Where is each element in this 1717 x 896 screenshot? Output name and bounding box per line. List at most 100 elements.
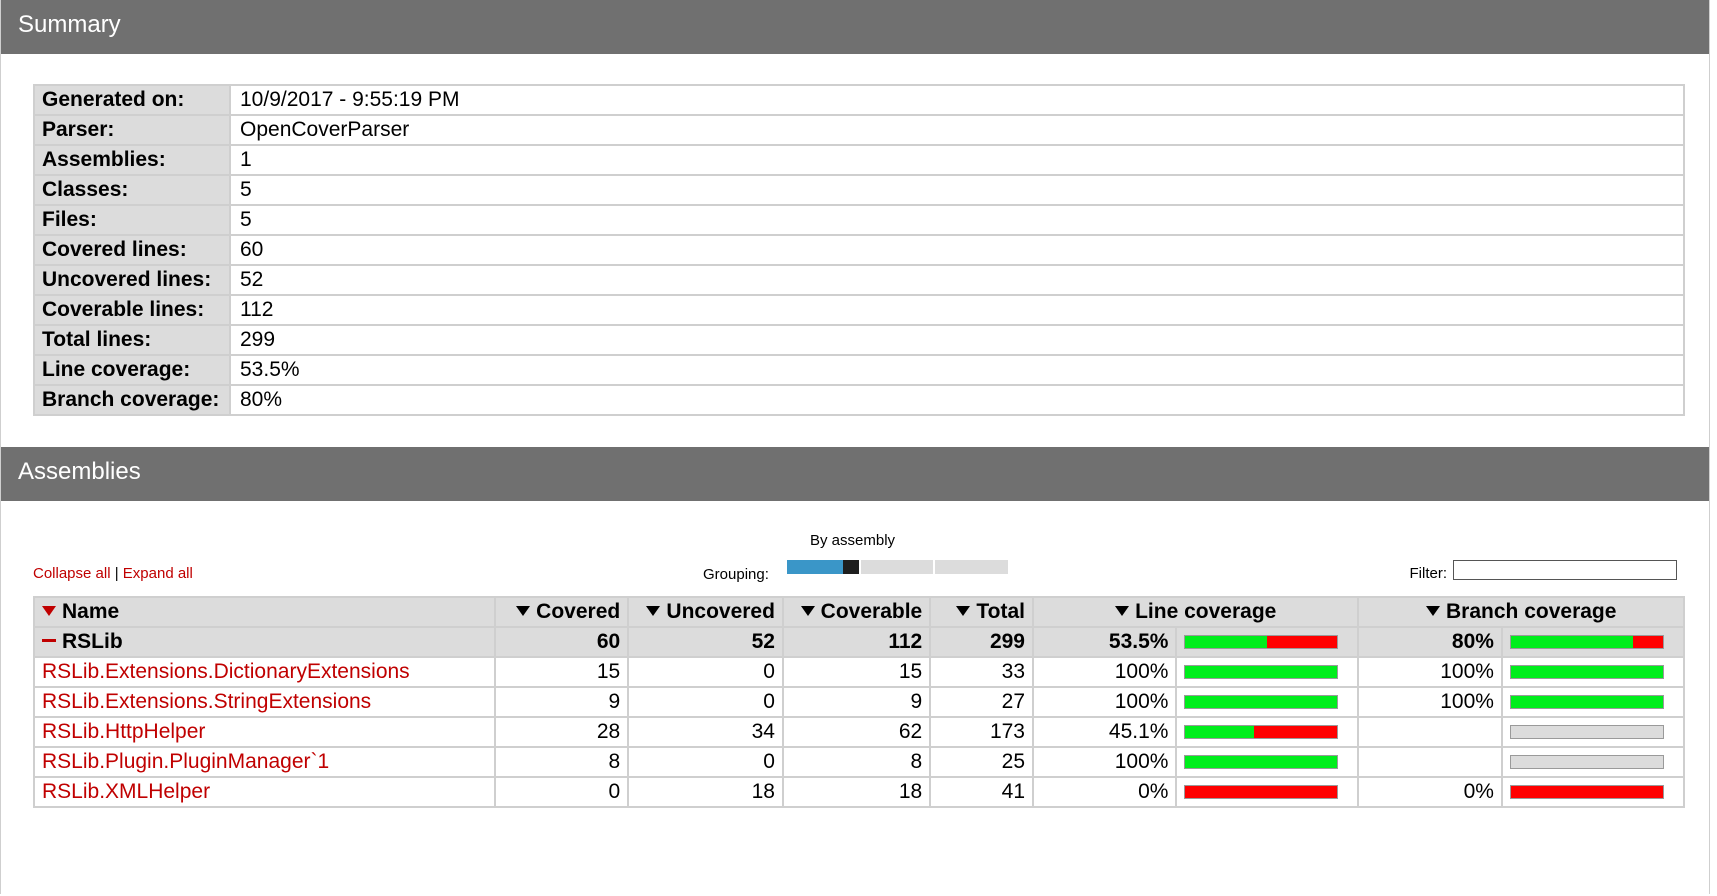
class-branch-coverage: 100% [1357, 656, 1503, 688]
assembly-branch-coverage: 80% [1357, 626, 1503, 658]
assembly-branch-coverage-bar-cell [1500, 626, 1686, 658]
branch-coverage-bar [1509, 785, 1664, 799]
class-branch-coverage-bar-cell [1500, 656, 1686, 688]
column-header-line-coverage[interactable]: Line coverage [1031, 596, 1360, 628]
summary-label: Classes: [33, 174, 231, 206]
table-row: RSLib.HttpHelper 28 34 62 173 45.1% [32, 716, 1686, 748]
class-name-cell: RSLib.Extensions.StringExtensions [32, 686, 497, 718]
class-uncovered: 0 [627, 656, 784, 688]
class-coverable: 62 [781, 716, 932, 748]
class-covered: 15 [494, 656, 630, 688]
coverage-bar-uncovered [1185, 786, 1338, 798]
class-branch-coverage: 0% [1357, 776, 1503, 808]
class-branch-coverage: 100% [1357, 686, 1503, 718]
column-header-name-label: Name [62, 600, 120, 623]
summary-table: Generated on: 10/9/2017 - 9:55:19 PM Parse… [33, 84, 1685, 416]
collapse-minus-icon[interactable] [42, 639, 56, 642]
class-line-coverage: 0% [1031, 776, 1178, 808]
class-covered: 28 [494, 716, 630, 748]
line-coverage-bar [1184, 785, 1339, 799]
column-header-line-coverage-label: Line coverage [1135, 600, 1277, 623]
summary-row: Parser: OpenCoverParser [33, 114, 1685, 146]
column-header-coverable[interactable]: Coverable [781, 596, 932, 628]
assembly-covered: 60 [494, 626, 630, 658]
class-uncovered: 18 [627, 776, 784, 808]
class-line-coverage: 100% [1031, 656, 1178, 688]
class-coverable: 9 [781, 686, 932, 718]
class-total: 173 [929, 716, 1034, 748]
assemblies-toolbar: Collapse all | Expand all By assembly Gr… [33, 501, 1677, 596]
sort-icon [1426, 606, 1441, 616]
column-header-total-label: Total [976, 600, 1025, 623]
class-coverable: 8 [781, 746, 932, 778]
summary-value: 1 [229, 144, 1685, 176]
summary-row: Classes: 5 [33, 174, 1685, 206]
class-link[interactable]: RSLib.Extensions.StringExtensions [42, 690, 372, 713]
column-header-covered[interactable]: Covered [494, 596, 630, 628]
summary-value: 5 [229, 204, 1685, 236]
class-line-coverage: 100% [1031, 686, 1178, 718]
table-row: RSLib.Extensions.StringExtensions 9 0 9 27 10… [32, 686, 1686, 718]
class-name-cell: RSLib.Plugin.PluginManager`1 [32, 746, 497, 778]
class-link[interactable]: RSLib.Extensions.DictionaryExtensions [42, 660, 410, 683]
assembly-coverable: 112 [781, 626, 932, 658]
summary-label: Line coverage: [33, 354, 231, 386]
summary-value: 53.5% [229, 354, 1685, 386]
grouping-slider-fill [784, 560, 843, 574]
class-total: 41 [929, 776, 1034, 808]
grouping-slider[interactable] [784, 560, 1008, 574]
assembly-line-coverage-bar-cell [1175, 626, 1360, 658]
summary-value: 299 [229, 324, 1685, 356]
class-total: 33 [929, 656, 1034, 688]
summary-label: Uncovered lines: [33, 264, 231, 296]
summary-value: OpenCoverParser [229, 114, 1685, 146]
sort-icon [956, 606, 971, 616]
column-header-name[interactable]: Name [32, 596, 497, 628]
summary-value: 10/9/2017 - 9:55:19 PM [229, 84, 1685, 116]
coverage-bar-uncovered [1632, 636, 1663, 648]
grouping-slider-handle[interactable] [843, 560, 859, 574]
grouping-label: Grouping: [703, 566, 769, 583]
column-header-coverable-label: Coverable [820, 600, 923, 623]
assembly-line-coverage: 53.5% [1031, 626, 1178, 658]
assemblies-table: Name Covered Uncovered Coverable Total L… [32, 596, 1686, 808]
class-branch-coverage [1357, 746, 1503, 778]
class-name-cell: RSLib.HttpHelper [32, 716, 497, 748]
class-link[interactable]: RSLib.XMLHelper [42, 780, 211, 803]
assembly-total: 299 [929, 626, 1034, 658]
table-row: RSLib.Plugin.PluginManager`1 8 0 8 25 100% [32, 746, 1686, 778]
class-coverable: 15 [781, 656, 932, 688]
coverage-bar-covered [1185, 696, 1338, 708]
coverage-bar-covered [1510, 696, 1663, 708]
summary-label: Branch coverage: [33, 384, 231, 416]
summary-row: Coverable lines: 112 [33, 294, 1685, 326]
expand-all-link[interactable]: Expand all [122, 565, 193, 582]
coverage-bar-covered [1185, 756, 1338, 768]
filter-input[interactable] [1453, 560, 1677, 580]
class-branch-coverage-bar-cell [1500, 746, 1686, 778]
column-header-branch-coverage-label: Branch coverage [1446, 600, 1617, 623]
collapse-all-link[interactable]: Collapse all [33, 565, 111, 582]
summary-row: Generated on: 10/9/2017 - 9:55:19 PM [33, 84, 1685, 116]
summary-header: Summary [1, 0, 1709, 54]
column-header-uncovered[interactable]: Uncovered [627, 596, 784, 628]
column-header-branch-coverage[interactable]: Branch coverage [1357, 596, 1685, 628]
coverage-bar-covered [1185, 666, 1338, 678]
filter-label: Filter: [1409, 565, 1448, 582]
summary-row: Files: 5 [33, 204, 1685, 236]
column-header-total[interactable]: Total [929, 596, 1034, 628]
grouping-slider-tick [859, 560, 861, 574]
class-link[interactable]: RSLib.HttpHelper [42, 720, 206, 743]
assemblies-section: Collapse all | Expand all By assembly Gr… [1, 501, 1709, 808]
coverage-bar-empty [1510, 756, 1663, 768]
summary-label: Covered lines: [33, 234, 231, 266]
assembly-name-cell[interactable]: RSLib [32, 626, 497, 658]
summary-row: Uncovered lines: 52 [33, 264, 1685, 296]
class-link[interactable]: RSLib.Plugin.PluginManager`1 [42, 750, 330, 773]
sort-icon [1115, 606, 1130, 616]
coverage-bar-covered [1185, 726, 1255, 738]
line-coverage-bar [1184, 665, 1339, 679]
branch-coverage-bar [1509, 665, 1664, 679]
summary-row: Total lines: 299 [33, 324, 1685, 356]
